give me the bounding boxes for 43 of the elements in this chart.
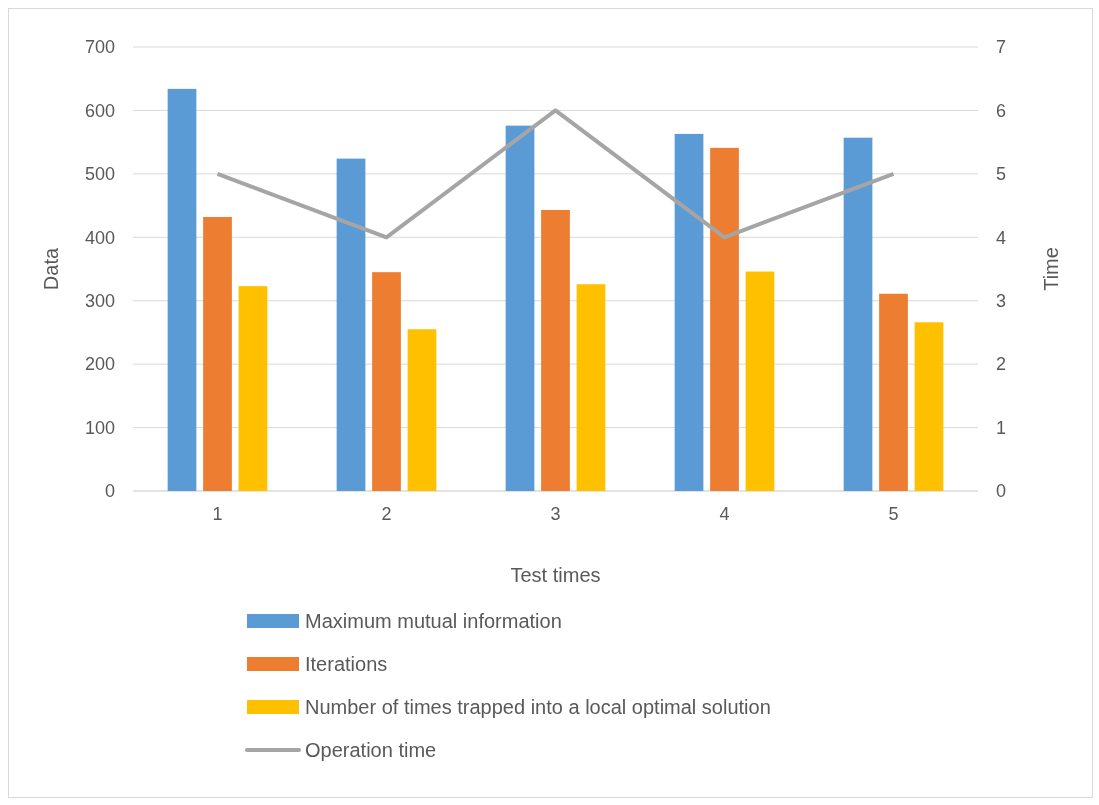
y-tick-label: 100 — [84, 417, 115, 438]
x-axis-title: Test times — [510, 564, 601, 586]
y-tick-label: 600 — [84, 100, 115, 121]
y-tick-label: 300 — [84, 291, 115, 312]
legend-label: Number of times trapped into a local optimal solution — [305, 696, 771, 718]
x-tick-label: 2 — [381, 504, 392, 524]
bar — [745, 271, 775, 491]
bar — [203, 216, 232, 491]
y-axis-title: Data — [40, 247, 62, 291]
bar — [505, 125, 535, 491]
x-tick-label: 5 — [888, 504, 899, 524]
bar — [914, 322, 944, 491]
x-tick-label: 1 — [212, 504, 223, 524]
bar — [843, 137, 873, 491]
bar — [576, 284, 606, 491]
bar — [238, 286, 268, 491]
y-tick-label: 400 — [84, 227, 115, 248]
y2-tick-label: 7 — [996, 37, 1007, 58]
y2-tick-label: 1 — [996, 417, 1007, 438]
bar — [541, 210, 570, 491]
y2-tick-label: 4 — [996, 227, 1007, 248]
y-tick-label: 200 — [84, 354, 115, 375]
bar — [336, 158, 366, 491]
bar — [372, 272, 401, 491]
x-tick-label: 4 — [719, 504, 730, 524]
y-tick-label: 500 — [84, 164, 115, 185]
bar — [710, 147, 739, 491]
legend-label: Iterations — [305, 653, 388, 675]
bar — [407, 329, 437, 491]
y2-tick-label: 0 — [996, 481, 1007, 502]
y2-tick-label: 5 — [996, 164, 1007, 185]
y-tick-label: 0 — [104, 481, 115, 502]
bar — [879, 293, 908, 491]
bar — [167, 88, 197, 491]
y2-tick-label: 2 — [996, 354, 1007, 375]
y-tick-label: 700 — [84, 37, 115, 58]
y2-tick-label: 6 — [996, 100, 1007, 121]
legend-label: Operation time — [305, 739, 437, 761]
x-tick-label: 3 — [550, 504, 561, 524]
legend-label: Maximum mutual information — [305, 610, 562, 632]
bar — [674, 133, 704, 491]
y2-tick-label: 3 — [996, 291, 1007, 312]
y2-axis-title: Time — [1040, 247, 1062, 291]
